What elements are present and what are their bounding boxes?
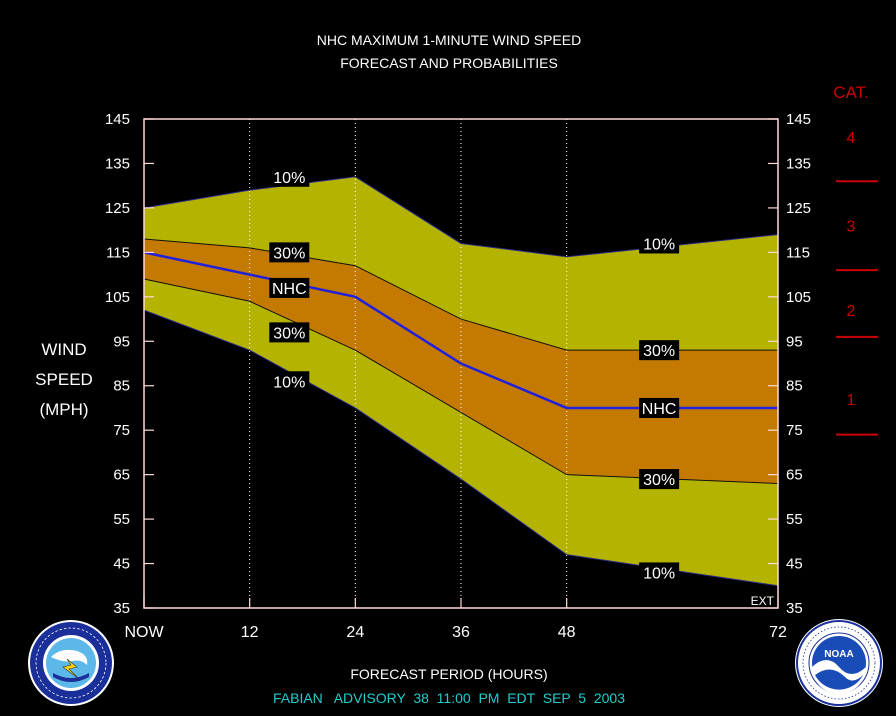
- y-axis-label-line-3: (MPH): [39, 400, 88, 419]
- series-line-lower-10: [143, 309, 779, 587]
- band-label: 10%: [269, 166, 310, 187]
- ext-label: EXT: [751, 594, 775, 608]
- y-tick-label-right: 105: [786, 289, 811, 306]
- y-tick-label-right: 85: [786, 378, 803, 395]
- plot-area: [143, 119, 779, 608]
- x-tick-label: 36: [452, 624, 470, 641]
- y-tick-label-right: 135: [786, 155, 811, 172]
- band-30-percent: [144, 239, 778, 484]
- chart-subtitle: FORECAST AND PROBABILITIES: [340, 55, 558, 71]
- y-tick-label-left: 125: [105, 200, 130, 217]
- svg-text:30%: 30%: [273, 245, 305, 262]
- x-tick-label: 12: [241, 624, 259, 641]
- band-label: 10%: [639, 562, 680, 583]
- x-axis-label: FORECAST PERIOD (HOURS): [350, 666, 547, 682]
- y-tick-label-right: 125: [786, 200, 811, 217]
- y-tick-label-right: 35: [786, 600, 803, 617]
- category-label: 1: [847, 392, 856, 409]
- svg-text:10%: 10%: [643, 236, 675, 253]
- nws-logo: [28, 620, 114, 706]
- svg-text:NHC: NHC: [272, 281, 307, 298]
- y-tick-label-left: 105: [105, 289, 130, 306]
- series-line-upper-30: [143, 238, 778, 351]
- category-scale: CAT. 4 3 2 1: [833, 83, 878, 436]
- band-label: 30%: [269, 322, 310, 343]
- svg-text:30%: 30%: [643, 472, 675, 489]
- x-tick-label: NOW: [124, 624, 164, 641]
- band-label: 30%: [639, 469, 680, 490]
- y-axis-title: WIND SPEED (MPH): [35, 340, 93, 419]
- advisory-footer: FABIAN ADVISORY 38 11:00 PM EDT SEP 5 20…: [273, 690, 625, 706]
- band-label: NHC: [639, 397, 680, 418]
- svg-text:30%: 30%: [273, 325, 305, 342]
- category-label: 4: [847, 130, 856, 147]
- band-label: 30%: [639, 340, 680, 361]
- svg-text:NHC: NHC: [642, 401, 677, 418]
- y-tick-label-left: 75: [113, 422, 130, 439]
- noaa-logo: NOAA: [795, 619, 883, 707]
- series-line-upper-10: [143, 176, 779, 258]
- category-label: 2: [847, 303, 856, 320]
- band-labels: 10% 30% NHC 30% 10% 10% 30% NHC 30% 10%: [269, 166, 680, 583]
- y-axis-label-line-1: WIND: [41, 340, 86, 359]
- y-tick-label-left: 55: [113, 511, 130, 528]
- category-label: 3: [847, 219, 856, 236]
- svg-text:10%: 10%: [643, 565, 675, 582]
- x-tick-label: 24: [346, 624, 364, 641]
- y-tick-label-right: 145: [786, 111, 811, 128]
- y-tick-label-right: 95: [786, 333, 803, 350]
- x-tick-label: 72: [769, 624, 787, 641]
- svg-text:NOAA: NOAA: [824, 649, 853, 660]
- y-tick-label-left: 85: [113, 378, 130, 395]
- band-label: 10%: [639, 233, 680, 254]
- y-tick-label-right: 55: [786, 511, 803, 528]
- axes: 35 35 45 45 55 55 65 65 75 75 85 85 95 95 105 105 115 115…: [105, 111, 811, 641]
- y-tick-label-left: 45: [113, 556, 130, 573]
- y-tick-label-left: 65: [113, 467, 130, 484]
- series-line-lower-30: [143, 278, 779, 485]
- chart-title: NHC MAXIMUM 1-MINUTE WIND SPEED: [317, 32, 581, 48]
- series-line-nhc: [143, 251, 778, 410]
- y-tick-label-left: 135: [105, 155, 130, 172]
- band-label: 10%: [269, 371, 310, 392]
- svg-text:10%: 10%: [273, 374, 305, 391]
- x-tick-label: 48: [558, 624, 576, 641]
- y-tick-label-right: 115: [786, 244, 810, 261]
- y-axis-label-line-2: SPEED: [35, 370, 93, 389]
- y-tick-label-left: 95: [113, 333, 130, 350]
- y-tick-label-left: 115: [106, 244, 130, 261]
- band-label: NHC: [269, 277, 310, 298]
- y-tick-label-right: 45: [786, 556, 803, 573]
- y-tick-label-right: 65: [786, 467, 803, 484]
- svg-text:30%: 30%: [643, 343, 675, 360]
- y-tick-label-left: 145: [105, 111, 130, 128]
- y-tick-label-right: 75: [786, 422, 803, 439]
- y-tick-label-left: 35: [113, 600, 130, 617]
- category-title: CAT.: [833, 83, 869, 102]
- band-label: 30%: [269, 242, 310, 263]
- svg-text:10%: 10%: [273, 170, 305, 187]
